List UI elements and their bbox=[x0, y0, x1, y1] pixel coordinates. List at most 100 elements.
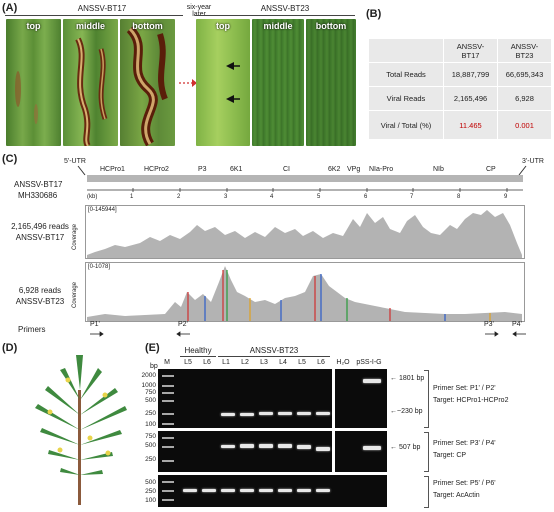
brace bbox=[424, 476, 429, 508]
primer-p1: P1' bbox=[90, 321, 100, 328]
table-header: ANSSV-BT17 bbox=[443, 38, 498, 63]
target-label: Target: AcActin bbox=[433, 492, 480, 499]
arrow-left-icon: ← bbox=[390, 375, 397, 382]
group-infected: ANSSV-BT23 bbox=[249, 346, 299, 355]
ladder-band bbox=[162, 481, 174, 483]
pcr-band bbox=[240, 413, 254, 416]
band-507-label: ← 507 bp bbox=[390, 444, 420, 451]
band-size: 1801 bp bbox=[398, 375, 425, 382]
primer-set-label: Primer Set: P1' / P2' bbox=[433, 385, 496, 392]
ladder-band bbox=[162, 423, 174, 425]
table-cell: 0.001 bbox=[497, 110, 552, 140]
primer-p4: P4' bbox=[512, 321, 522, 328]
pcr-band bbox=[278, 444, 292, 448]
pcr-band bbox=[202, 489, 216, 492]
accession-label: MH330686 bbox=[18, 191, 58, 200]
pcr-band bbox=[316, 447, 330, 451]
lesion-pattern bbox=[126, 25, 168, 146]
primer-set-label: Primer Set: P5' / P6' bbox=[433, 480, 496, 487]
gene-p3: P3 bbox=[198, 166, 207, 173]
ladder-tick: 750 bbox=[145, 433, 156, 440]
lane-label: L2 bbox=[241, 359, 249, 366]
pcr-band bbox=[297, 489, 311, 492]
lane-label: L5 bbox=[298, 359, 306, 366]
pcr-band bbox=[297, 412, 311, 415]
arrow-left-icon: ← bbox=[390, 408, 397, 415]
target-label: Target: CP bbox=[433, 452, 467, 459]
ladder-band bbox=[162, 375, 174, 377]
gene-vpg: VPg bbox=[347, 166, 361, 173]
kb-tick-label: 6 bbox=[364, 194, 368, 200]
coverage-track-bt17 bbox=[85, 205, 525, 259]
ladder-band bbox=[162, 490, 174, 492]
pcr-band bbox=[259, 412, 273, 415]
table-row: Viral / Total (%) 11.465 0.001 bbox=[368, 110, 552, 140]
leaf-bt17-top: top bbox=[6, 19, 61, 146]
pcr-band bbox=[183, 489, 197, 492]
leaf-label: bottom bbox=[132, 21, 163, 31]
lane-label: M bbox=[164, 359, 170, 366]
pcr-band bbox=[278, 489, 292, 492]
table-cell: Viral / Total (%) bbox=[368, 110, 444, 140]
brace bbox=[424, 370, 429, 428]
brace bbox=[424, 432, 429, 472]
gel-hcpro bbox=[158, 369, 332, 428]
band-230-label: ←~230 bp bbox=[390, 408, 423, 415]
kb-tick-label: 5 bbox=[317, 194, 321, 200]
pcr-band bbox=[221, 413, 235, 416]
kb-tick-label: 3 bbox=[224, 194, 228, 200]
gene-6k2: 6K2 bbox=[328, 166, 341, 173]
ladder-band bbox=[162, 437, 174, 439]
ladder-band bbox=[162, 413, 174, 415]
track1-range: [0-145944] bbox=[88, 207, 117, 213]
table-row: ANSSV-BT17 ANSSV-BT23 bbox=[368, 38, 552, 63]
pcr-band bbox=[259, 489, 273, 492]
lane-label: L5 bbox=[184, 359, 192, 366]
pcr-band bbox=[221, 445, 235, 448]
ladder-tick: 500 bbox=[145, 397, 156, 404]
lane-label: L1 bbox=[222, 359, 230, 366]
table-cell: 6,928 bbox=[497, 86, 552, 111]
six-year-later-text: six-year later bbox=[186, 4, 212, 18]
ladder-band bbox=[162, 400, 174, 402]
gene-cp: CP bbox=[486, 166, 496, 173]
kb-tick-label: 7 bbox=[410, 194, 414, 200]
gel-actin bbox=[158, 475, 387, 507]
primers-label: Primers bbox=[18, 325, 46, 334]
pcr-band bbox=[316, 489, 330, 492]
table-cell: 18,887,799 bbox=[443, 62, 498, 87]
track2-name: ANSSV-BT23 bbox=[15, 297, 65, 306]
kb-tick-label: 1 bbox=[130, 194, 134, 200]
gel-cp bbox=[158, 431, 332, 472]
track1-name: ANSSV-BT17 bbox=[15, 233, 65, 242]
leaf-label: top bbox=[26, 21, 41, 31]
pcr-band bbox=[240, 489, 254, 492]
leaf-bt23-top: top bbox=[196, 19, 250, 146]
table-row: Viral Reads 2,165,496 6,928 bbox=[368, 86, 552, 111]
virus-name: ANSSV-BT17 bbox=[14, 180, 63, 189]
ladder-tick: 500 bbox=[145, 479, 156, 486]
pcr-band bbox=[363, 379, 381, 383]
ladder-tick: 1000 bbox=[141, 382, 156, 389]
track2-range: [0-1078] bbox=[88, 264, 111, 270]
panel-label-c: (C) bbox=[2, 153, 18, 165]
leaf-right-title: ANSSV-BT23 bbox=[260, 4, 310, 13]
pcr-band bbox=[316, 412, 330, 415]
lane-label: H₂O bbox=[336, 359, 350, 366]
group-healthy: Healthy bbox=[184, 346, 212, 355]
kb-tick-label: 8 bbox=[457, 194, 461, 200]
gel-hcpro-controls bbox=[335, 369, 387, 428]
table-row: Total Reads 18,887,799 66,695,343 bbox=[368, 62, 552, 87]
leaf-bt23-bottom: bottom bbox=[306, 19, 356, 146]
track2-reads: 6,928 reads bbox=[18, 286, 62, 295]
table-cell: 66,695,343 bbox=[497, 62, 552, 87]
ladder-tick: 2000 bbox=[141, 372, 156, 379]
ladder-tick: 500 bbox=[145, 442, 156, 449]
plant-illustration bbox=[35, 355, 127, 505]
band-1801-label: ← 1801 bp bbox=[390, 375, 424, 382]
gene-hcpro2: HCPro2 bbox=[144, 166, 169, 173]
dashed-arrow-icon bbox=[179, 79, 197, 87]
ladder-band bbox=[162, 499, 174, 501]
gene-6k1: 6K1 bbox=[230, 166, 243, 173]
track1-reads: 2,165,496 reads bbox=[11, 222, 69, 231]
